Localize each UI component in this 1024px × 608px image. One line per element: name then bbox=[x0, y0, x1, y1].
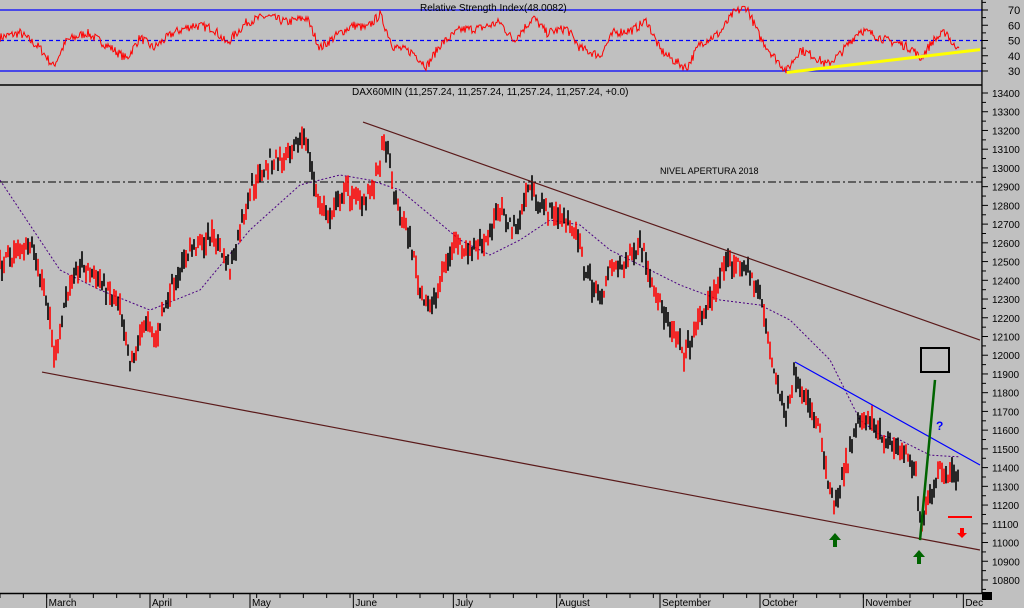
axis-corner bbox=[982, 592, 992, 600]
month-label: October bbox=[762, 598, 798, 608]
price-tick-label: 11800 bbox=[992, 389, 1020, 400]
month-label: March bbox=[49, 598, 77, 608]
month-label: June bbox=[355, 598, 377, 608]
y-axis-bg bbox=[982, 0, 1024, 608]
up-arrow-icon bbox=[913, 550, 925, 564]
price-tick-label: 12000 bbox=[992, 351, 1020, 362]
month-label: May bbox=[252, 598, 271, 608]
trendline-lower-support bbox=[41, 371, 981, 551]
price-tick-label: 11700 bbox=[992, 407, 1020, 418]
month-label: Dec bbox=[965, 598, 983, 608]
month-label: November bbox=[865, 598, 912, 608]
rsi-title: Relative Strength Index(48.0082) bbox=[420, 3, 567, 14]
month-label: September bbox=[662, 598, 712, 608]
price-panel: DAX60MIN (11,257.24, 11,257.24, 11,257.2… bbox=[0, 87, 982, 564]
rsi-tick-label: 50 bbox=[1008, 36, 1020, 48]
target-box bbox=[920, 347, 950, 373]
month-label: August bbox=[559, 598, 590, 608]
rsi-line bbox=[0, 5, 960, 74]
x-axis-bg bbox=[0, 593, 982, 608]
trendline-upper-resistance bbox=[362, 121, 981, 341]
price-tick-label: 13000 bbox=[992, 164, 1020, 175]
question-annotation: ? bbox=[936, 419, 943, 433]
price-tick-label: 13100 bbox=[992, 145, 1020, 156]
rsi-trendline bbox=[786, 48, 981, 75]
down-arrow-icon bbox=[957, 528, 967, 538]
price-tick-label: 12400 bbox=[992, 276, 1020, 287]
price-tick-label: 12900 bbox=[992, 183, 1020, 194]
price-tick-label: 11600 bbox=[992, 426, 1020, 437]
price-tick-label: 12100 bbox=[992, 332, 1020, 343]
price-tick-label: 12500 bbox=[992, 258, 1020, 269]
price-tick-label: 12200 bbox=[992, 314, 1020, 325]
rsi-tick-label: 30 bbox=[1008, 66, 1020, 78]
price-tick-label: 11000 bbox=[992, 539, 1020, 550]
price-tick-label: 12600 bbox=[992, 239, 1020, 250]
price-tick-label: 12300 bbox=[992, 295, 1020, 306]
rsi-tick-label: 70 bbox=[1008, 5, 1020, 17]
month-label: July bbox=[455, 598, 473, 608]
price-tick-label: 13400 bbox=[992, 89, 1020, 100]
rsi-panel: Relative Strength Index(48.0082) bbox=[0, 3, 982, 75]
chart-title: DAX60MIN (11,257.24, 11,257.24, 11,257.2… bbox=[352, 87, 628, 98]
price-tick-label: 12700 bbox=[992, 220, 1020, 231]
moving-average-line bbox=[0, 174, 961, 458]
price-tick-label: 11400 bbox=[992, 464, 1020, 475]
price-tick-label: 11900 bbox=[992, 370, 1020, 381]
rsi-tick-label: 60 bbox=[1008, 20, 1020, 32]
trendline-projection bbox=[918, 379, 937, 541]
price-tick-label: 10800 bbox=[992, 576, 1020, 587]
price-tick-label: 12800 bbox=[992, 201, 1020, 212]
price-tick-label: 11500 bbox=[992, 445, 1020, 456]
rsi-tick-label: 40 bbox=[1008, 51, 1020, 63]
price-tick-label: 13300 bbox=[992, 108, 1020, 119]
trendline-short-resistance bbox=[794, 361, 981, 466]
price-tick-label: 11200 bbox=[992, 501, 1020, 512]
price-tick-label: 11100 bbox=[992, 520, 1019, 531]
price-tick-label: 10900 bbox=[992, 557, 1020, 568]
price-tick-label: 11300 bbox=[992, 482, 1020, 493]
reference-level-label: NIVEL APERTURA 2018 bbox=[660, 166, 759, 176]
up-arrow-icon bbox=[829, 533, 841, 547]
month-label: April bbox=[152, 598, 172, 608]
price-tick-label: 13200 bbox=[992, 126, 1020, 137]
